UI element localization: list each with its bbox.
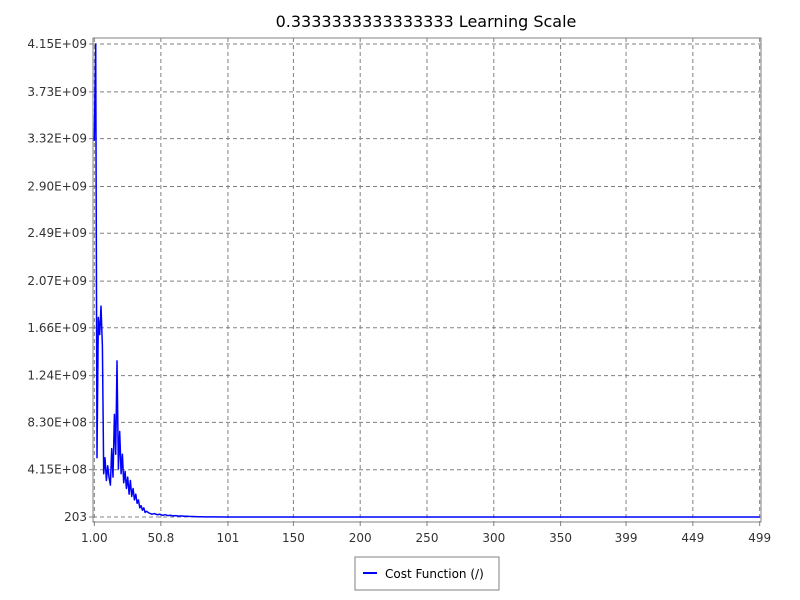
legend: Cost Function (/): [354, 556, 500, 591]
series-layer: [93, 43, 760, 518]
x-tick-label: 1.00: [81, 531, 108, 545]
y-tick-label: 8.30E+08: [27, 415, 87, 429]
x-tick-label: 399: [615, 531, 638, 545]
y-tick-label: 203: [64, 510, 87, 524]
x-tick-label: 50.8: [148, 531, 175, 545]
y-tick-label: 4.15E+09: [27, 37, 87, 51]
y-tick-label: 3.32E+09: [27, 132, 87, 146]
chart-title: 0.3333333333333333 Learning Scale: [276, 12, 577, 31]
x-tick-label: 150: [282, 531, 305, 545]
y-tick-label: 2.49E+09: [27, 226, 87, 240]
y-tick-label: 1.66E+09: [27, 321, 87, 335]
legend-box: [354, 556, 500, 591]
series-line-cost-function: [93, 43, 760, 518]
legend-label: Cost Function (/): [385, 567, 484, 581]
y-tick-label: 2.90E+09: [27, 179, 87, 193]
x-tick-label: 250: [416, 531, 439, 545]
y-tick-label: 1.24E+09: [27, 369, 87, 383]
x-tick-label: 101: [216, 531, 239, 545]
x-tick-label: 350: [549, 531, 572, 545]
x-tick-label: 300: [482, 531, 505, 545]
y-tick-label: 2.07E+09: [27, 274, 87, 288]
y-tick-label: 3.73E+09: [27, 85, 87, 99]
x-tick-label: 499: [748, 531, 771, 545]
axes: 203 4.15E+08 8.30E+08 1.24E+09 1.66E+09 2.07E…: [27, 37, 771, 545]
y-tick-label: 4.15E+08: [27, 463, 87, 477]
x-tick-label: 449: [681, 531, 704, 545]
x-tick-label: 200: [349, 531, 372, 545]
